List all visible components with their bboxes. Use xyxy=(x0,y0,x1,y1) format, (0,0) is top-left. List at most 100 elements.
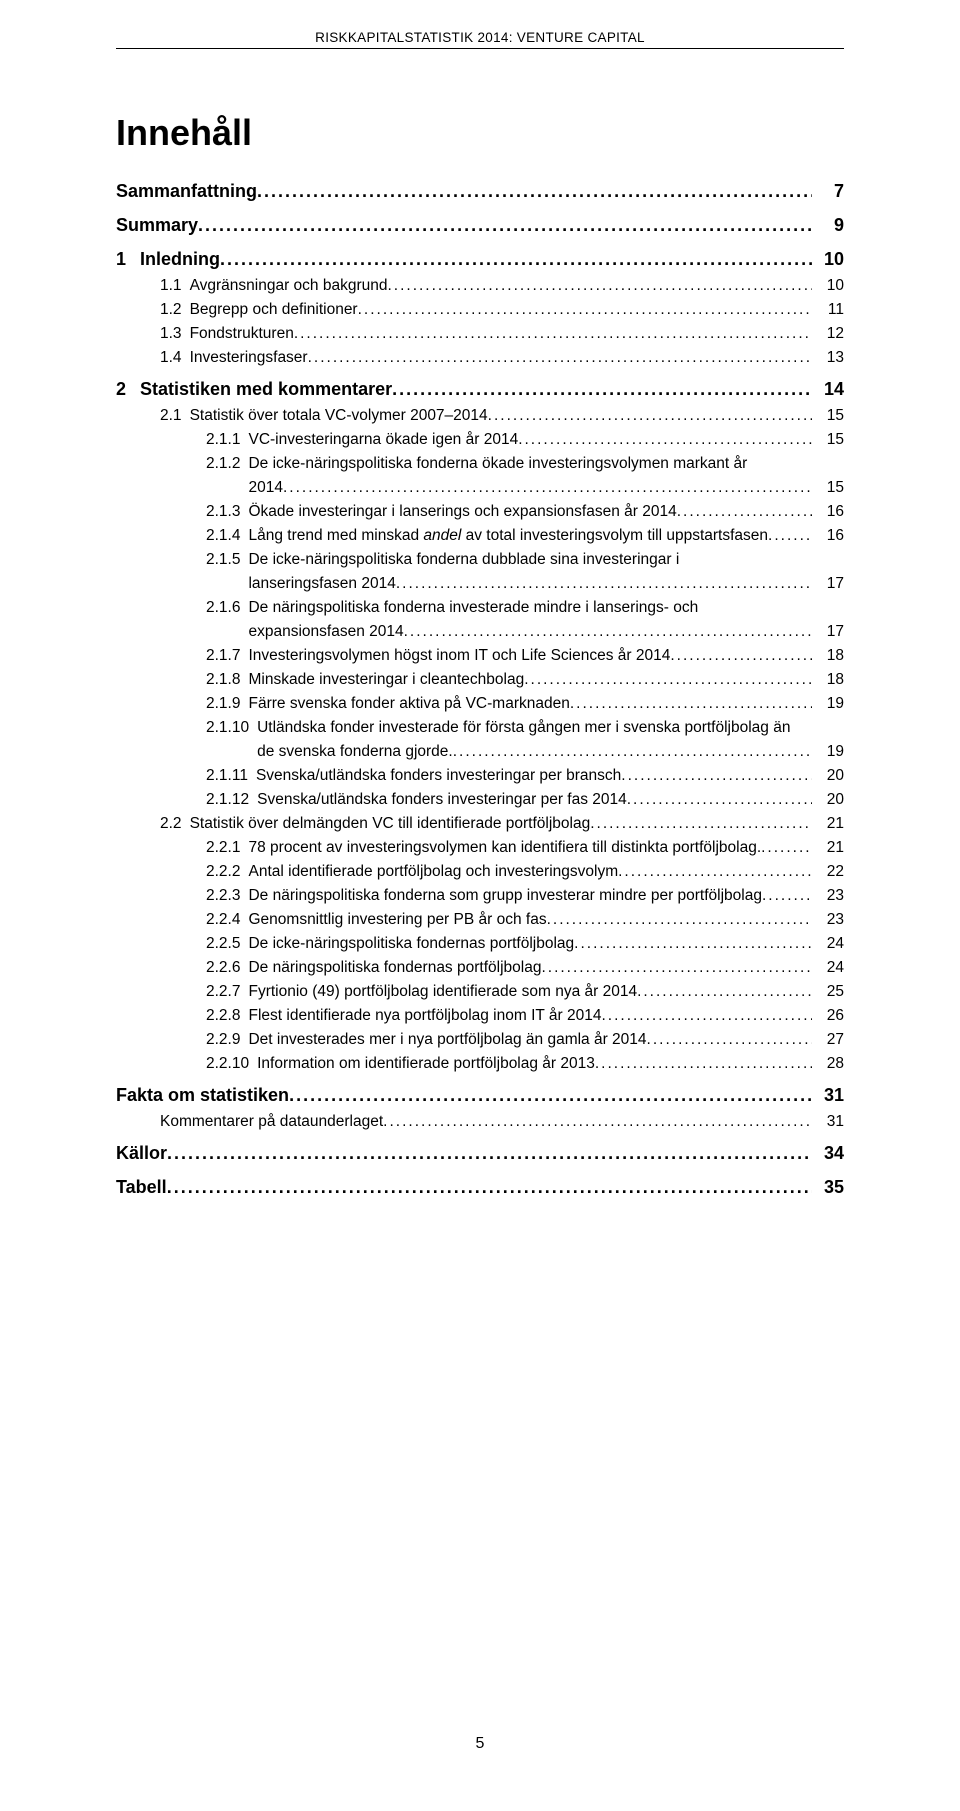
toc-leader xyxy=(518,428,812,452)
toc-label: Det investerades mer i nya portföljbolag… xyxy=(248,1028,646,1052)
toc-leader xyxy=(383,1110,812,1134)
toc-number: 1.1 xyxy=(160,274,190,298)
toc-label: Statistik över delmängden VC till identi… xyxy=(190,812,591,836)
toc-leader xyxy=(167,1174,812,1202)
toc-number: 2 xyxy=(116,376,140,404)
toc-label: Färre svenska fonder aktiva på VC-markna… xyxy=(248,692,569,716)
toc-leader xyxy=(574,932,812,956)
toc-page: 16 xyxy=(812,500,844,524)
toc-entry: 2.1.2De icke-näringspolitiska fonderna ö… xyxy=(116,452,844,500)
toc-label: Svenska/utländska fonders investeringar … xyxy=(257,788,627,812)
toc-entry: 1Inledning10 xyxy=(116,246,844,274)
toc-leader xyxy=(167,1140,812,1168)
running-header-text: RISKKAPITALSTATISTIK 2014: VENTURE CAPIT… xyxy=(315,30,645,45)
toc-page: 19 xyxy=(812,692,844,716)
toc-leader xyxy=(257,178,812,206)
toc-leader xyxy=(547,908,812,932)
toc-leader xyxy=(627,788,812,812)
toc-leader xyxy=(601,1004,812,1028)
toc-label: De näringspolitiska fondernas portföljbo… xyxy=(248,956,541,980)
toc-page: 20 xyxy=(812,788,844,812)
toc-label: Flest identifierade nya portföljbolag in… xyxy=(248,1004,601,1028)
toc-entry: 2.2.10Information om identifierade portf… xyxy=(116,1052,844,1076)
toc-entry: 2.1.9Färre svenska fonder aktiva på VC-m… xyxy=(116,692,844,716)
toc-number: 2.1.7 xyxy=(206,644,248,668)
toc-entry: 2.1.12Svenska/utländska fonders invester… xyxy=(116,788,844,812)
toc-number: 2.1.10 xyxy=(206,716,257,740)
toc-page: 20 xyxy=(812,764,844,788)
toc-entry: 2.2.3De näringspolitiska fonderna som gr… xyxy=(116,884,844,908)
toc-label: Utländska fonder investerade för första … xyxy=(257,716,790,740)
toc-page: 31 xyxy=(812,1082,844,1110)
toc-entry: 2.1.1VC-investeringarna ökade igen år 20… xyxy=(116,428,844,452)
toc-leader xyxy=(637,980,812,1004)
toc-leader xyxy=(220,246,812,274)
page-number: 5 xyxy=(0,1735,960,1753)
toc-label: Källor xyxy=(116,1140,167,1168)
toc-label: Tabell xyxy=(116,1174,167,1202)
toc-entry: 2.2Statistik över delmängden VC till ide… xyxy=(116,812,844,836)
toc-page: 25 xyxy=(812,980,844,1004)
toc-entry: 1.2Begrepp och definitioner11 xyxy=(116,298,844,322)
toc-leader xyxy=(283,476,812,500)
header-rule xyxy=(116,48,844,49)
toc-label: Statistiken med kommentarer xyxy=(140,376,392,404)
toc-entry: 1.4Investeringsfaser13 xyxy=(116,346,844,370)
toc-leader xyxy=(618,860,812,884)
toc-page: 27 xyxy=(812,1028,844,1052)
toc-leader xyxy=(453,740,812,764)
toc-entry: Summary9 xyxy=(116,212,844,240)
toc-number: 2.2.2 xyxy=(206,860,248,884)
toc-leader xyxy=(358,298,812,322)
toc-page: 11 xyxy=(812,298,844,322)
toc-number: 2.1.8 xyxy=(206,668,248,692)
toc-entry: 2.2.4Genomsnittlig investering per PB år… xyxy=(116,908,844,932)
toc-label: Sammanfattning xyxy=(116,178,257,206)
toc-label: Begrepp och definitioner xyxy=(190,298,358,322)
toc-leader xyxy=(308,346,812,370)
toc-entry: 2.1.7Investeringsvolymen högst inom IT o… xyxy=(116,644,844,668)
toc-number: 2.2.3 xyxy=(206,884,248,908)
toc-label: De näringspolitiska fonderna som grupp i… xyxy=(248,884,762,908)
toc-entry: 2.1Statistik över totala VC-volymer 2007… xyxy=(116,404,844,428)
toc-page: 31 xyxy=(812,1110,844,1134)
toc-label: Statistik över totala VC-volymer 2007–20… xyxy=(190,404,488,428)
toc-label: De icke-näringspolitiska fonderna dubbla… xyxy=(248,548,679,572)
toc-entry: 2.1.10Utländska fonder investerade för f… xyxy=(116,716,844,764)
toc-leader xyxy=(488,404,812,428)
toc-leader xyxy=(677,500,812,524)
toc-entry: 2.1.3Ökade investeringar i lanserings oc… xyxy=(116,500,844,524)
toc-leader xyxy=(762,884,812,908)
toc-page: 19 xyxy=(812,740,844,764)
toc-entry: Fakta om statistiken31 xyxy=(116,1082,844,1110)
toc-number: 2.2 xyxy=(160,812,190,836)
toc-entry: 2.1.4Lång trend med minskad andel av tot… xyxy=(116,524,844,548)
toc-entry: 2.2.5De icke-näringspolitiska fondernas … xyxy=(116,932,844,956)
toc-entry: Tabell35 xyxy=(116,1174,844,1202)
toc-label-cont: de svenska fonderna gjorde. xyxy=(257,740,453,764)
toc-number: 2.1.4 xyxy=(206,524,248,548)
toc-page: 7 xyxy=(812,178,844,206)
toc-label: Fyrtionio (49) portföljbolag identifiera… xyxy=(248,980,637,1004)
toc-number: 1 xyxy=(116,246,140,274)
toc-label: Kommentarer på dataunderlaget xyxy=(160,1110,383,1134)
toc-page: 15 xyxy=(812,476,844,500)
toc-leader xyxy=(294,322,812,346)
toc-entry: 2.2.178 procent av investeringsvolymen k… xyxy=(116,836,844,860)
toc-leader xyxy=(404,620,812,644)
toc-number: 2.1 xyxy=(160,404,190,428)
toc-label: De näringspolitiska fonderna investerade… xyxy=(248,596,698,620)
toc-number: 2.2.1 xyxy=(206,836,248,860)
toc-page: 23 xyxy=(812,908,844,932)
toc-page: 23 xyxy=(812,884,844,908)
toc-label: Svenska/utländska fonders investeringar … xyxy=(256,764,621,788)
toc-number: 2.1.11 xyxy=(206,764,256,788)
toc-page: 21 xyxy=(812,812,844,836)
toc-entry: 1.3Fondstrukturen12 xyxy=(116,322,844,346)
toc-page: 17 xyxy=(812,572,844,596)
toc-label: Inledning xyxy=(140,246,220,274)
toc-number: 2.2.6 xyxy=(206,956,248,980)
document-page: RISKKAPITALSTATISTIK 2014: VENTURE CAPIT… xyxy=(0,0,960,1811)
toc-leader xyxy=(670,644,812,668)
toc-entry: 2.2.6De näringspolitiska fondernas portf… xyxy=(116,956,844,980)
